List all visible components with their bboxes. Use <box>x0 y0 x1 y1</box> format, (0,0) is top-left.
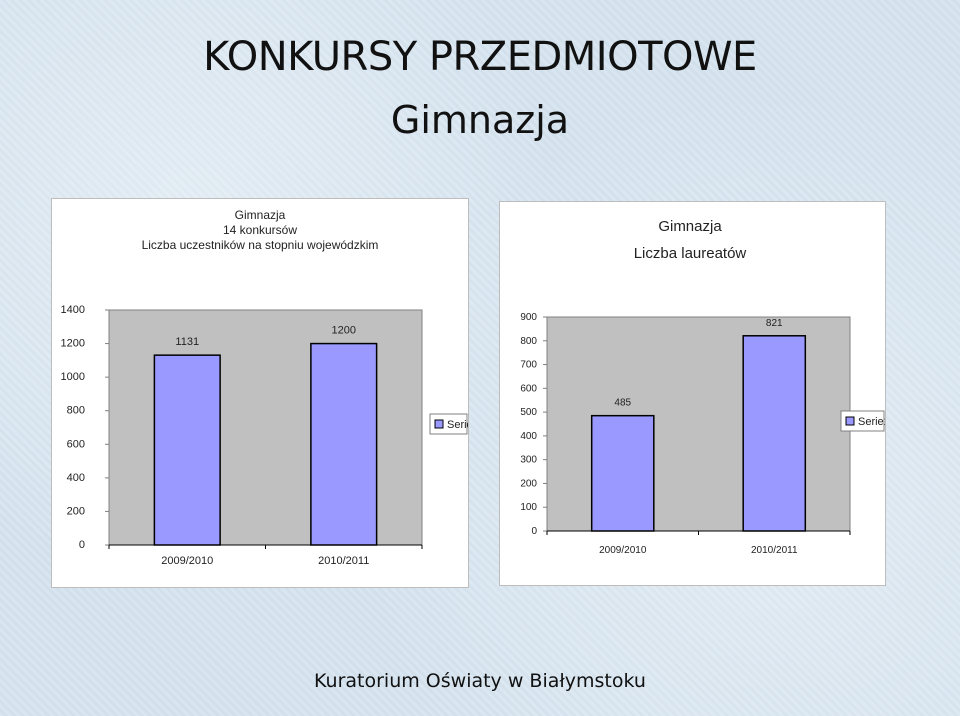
legend: Serie1 <box>840 410 885 432</box>
chart-title-line: 14 konkursów <box>223 223 297 237</box>
x-tick-label: 2009/2010 <box>599 545 647 556</box>
bar <box>153 354 221 546</box>
legend-label: Serie1 <box>858 416 885 428</box>
data-label: 485 <box>614 398 631 409</box>
y-tick-label: 500 <box>520 407 537 418</box>
bar <box>590 414 655 532</box>
y-tick-label: 1200 <box>61 338 85 350</box>
y-tick-label: 400 <box>520 431 537 442</box>
bar <box>742 335 807 532</box>
y-tick-label: 400 <box>67 472 85 484</box>
x-tick-label: 2010/2011 <box>318 555 369 567</box>
x-tick-label: 2010/2011 <box>751 545 798 556</box>
data-label: 1200 <box>332 325 356 337</box>
data-label: 1131 <box>175 336 199 348</box>
legend-label: Serie1 <box>447 419 468 431</box>
bar <box>310 342 378 546</box>
chart-title-line: Gimnazja <box>658 218 722 235</box>
y-tick-label: 300 <box>520 455 537 466</box>
legend: Serie1 <box>429 413 468 435</box>
y-tick-label: 200 <box>520 478 537 489</box>
y-tick-label: 200 <box>67 505 85 517</box>
y-tick-label: 0 <box>79 539 85 551</box>
y-tick-label: 800 <box>520 336 537 347</box>
y-tick-label: 1000 <box>61 371 85 383</box>
x-tick-label: 2009/2010 <box>161 555 213 567</box>
y-tick-label: 700 <box>520 360 537 371</box>
y-tick-label: 100 <box>520 502 537 513</box>
chart-title-line: Liczba uczestników na stopniu wojewódzki… <box>142 238 379 252</box>
chart-title-line: Gimnazja <box>235 208 286 222</box>
legend-box <box>840 410 885 432</box>
legend-swatch <box>845 416 855 426</box>
legend-box <box>429 413 468 435</box>
legend-swatch <box>434 419 444 429</box>
slide-subtitle: Gimnazja <box>390 98 570 142</box>
y-tick-label: 0 <box>531 526 537 537</box>
y-tick-label: 800 <box>67 405 85 417</box>
chart-panel-participants: Gimnazja 14 konkursów Liczba uczestników n… <box>51 198 469 588</box>
slide-footer: Kuratorium Oświaty w Białymstoku <box>314 670 646 692</box>
y-tick-label: 900 <box>520 312 537 323</box>
y-tick-label: 1400 <box>61 304 85 316</box>
chart-panel-laureates: Gimnazja Liczba laureatów 0 100 200 300 400 500… <box>499 201 886 586</box>
slide-title: KONKURSY PRZEDMIOTOWE <box>203 34 757 80</box>
data-label: 821 <box>766 318 783 329</box>
y-tick-label: 600 <box>520 383 537 394</box>
y-tick-label: 600 <box>67 438 85 450</box>
chart-laureates: Gimnazja Liczba laureatów 0 100 200 300 400 500… <box>520 218 885 556</box>
chart-title-line: Liczba laureatów <box>634 245 747 262</box>
